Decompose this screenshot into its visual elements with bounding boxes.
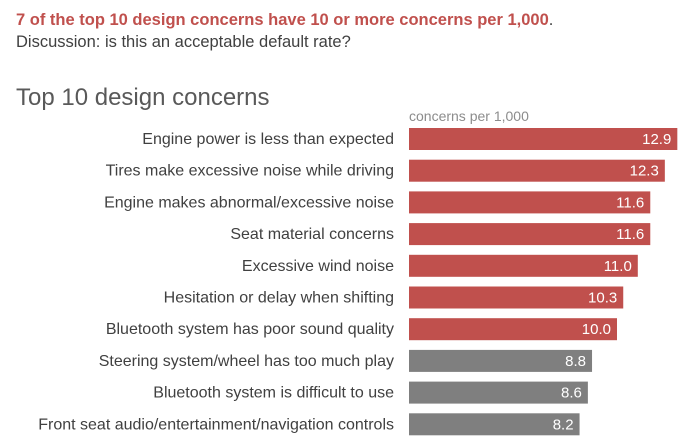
value-label: 11.0: [604, 258, 632, 275]
bar: [409, 286, 624, 309]
bars-layer: Engine power is less than expected 12.9 Ti…: [38, 128, 678, 436]
bar: [409, 318, 617, 341]
category-label: Tires make excessive noise while driving: [106, 163, 394, 180]
headline-period: .: [548, 11, 554, 29]
bar: [409, 159, 665, 182]
chart-title: Top 10 design concerns: [16, 84, 270, 111]
bar: [409, 381, 588, 404]
value-label: 8.8: [565, 353, 586, 370]
value-label: 12.9: [642, 131, 671, 148]
headline-highlight: 7 of the top 10 design concerns have 10 …: [16, 11, 549, 29]
category-label: Hesitation or delay when shifting: [164, 290, 394, 307]
bar: [409, 254, 638, 277]
headline-subtitle: Discussion: is this an acceptable defaul…: [16, 33, 351, 51]
axis-label: concerns per 1,000: [409, 108, 529, 124]
value-label: 8.6: [561, 385, 582, 402]
value-label: 10.0: [582, 321, 611, 338]
value-label: 12.3: [630, 163, 659, 180]
bar: [409, 413, 580, 436]
category-label: Bluetooth system has poor sound quality: [106, 321, 394, 338]
bar: [409, 349, 593, 372]
value-label: 11.6: [616, 226, 644, 243]
category-label: Bluetooth system is difficult to use: [153, 385, 394, 402]
headline-main: 7 of the top 10 design concerns have 10 …: [16, 9, 676, 31]
bar: [409, 191, 651, 214]
category-label: Steering system/wheel has too much play: [99, 353, 394, 370]
value-label: 11.6: [616, 194, 644, 211]
headline: 7 of the top 10 design concerns have 10 …: [16, 9, 676, 53]
category-label: Engine power is less than expected: [142, 131, 394, 148]
category-label: Seat material concerns: [230, 226, 394, 243]
bar: [409, 128, 678, 150]
value-label: 8.2: [553, 416, 574, 433]
category-label: Front seat audio/entertainment/navigatio…: [38, 416, 394, 433]
category-label: Engine makes abnormal/excessive noise: [104, 194, 394, 211]
bar: [409, 223, 651, 246]
category-label: Excessive wind noise: [242, 258, 394, 275]
value-label: 10.3: [588, 290, 617, 307]
